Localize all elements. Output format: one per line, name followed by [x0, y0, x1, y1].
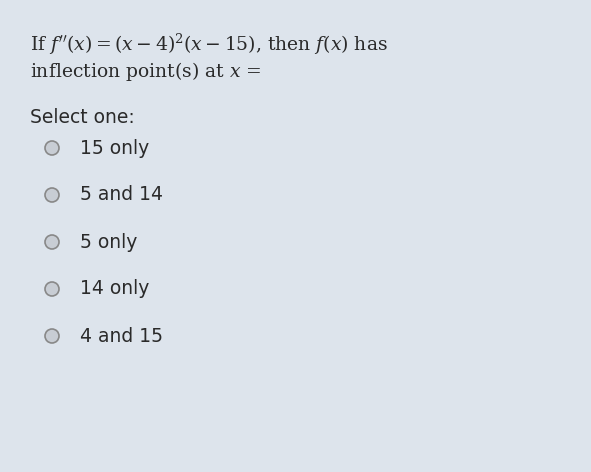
Text: 5 only: 5 only	[80, 233, 137, 252]
Text: If $f''(x) = (x - 4)^2(x - 15)$, then $f(x)$ has: If $f''(x) = (x - 4)^2(x - 15)$, then $f…	[30, 32, 388, 57]
Text: 15 only: 15 only	[80, 138, 150, 158]
Text: 4 and 15: 4 and 15	[80, 327, 163, 346]
Circle shape	[45, 282, 59, 296]
Circle shape	[45, 141, 59, 155]
Text: Select one:: Select one:	[30, 108, 135, 127]
Text: inflection point(s) at $x$ =: inflection point(s) at $x$ =	[30, 60, 262, 83]
Circle shape	[45, 235, 59, 249]
Circle shape	[45, 188, 59, 202]
Text: 14 only: 14 only	[80, 279, 150, 298]
Circle shape	[45, 329, 59, 343]
Text: 5 and 14: 5 and 14	[80, 185, 163, 204]
